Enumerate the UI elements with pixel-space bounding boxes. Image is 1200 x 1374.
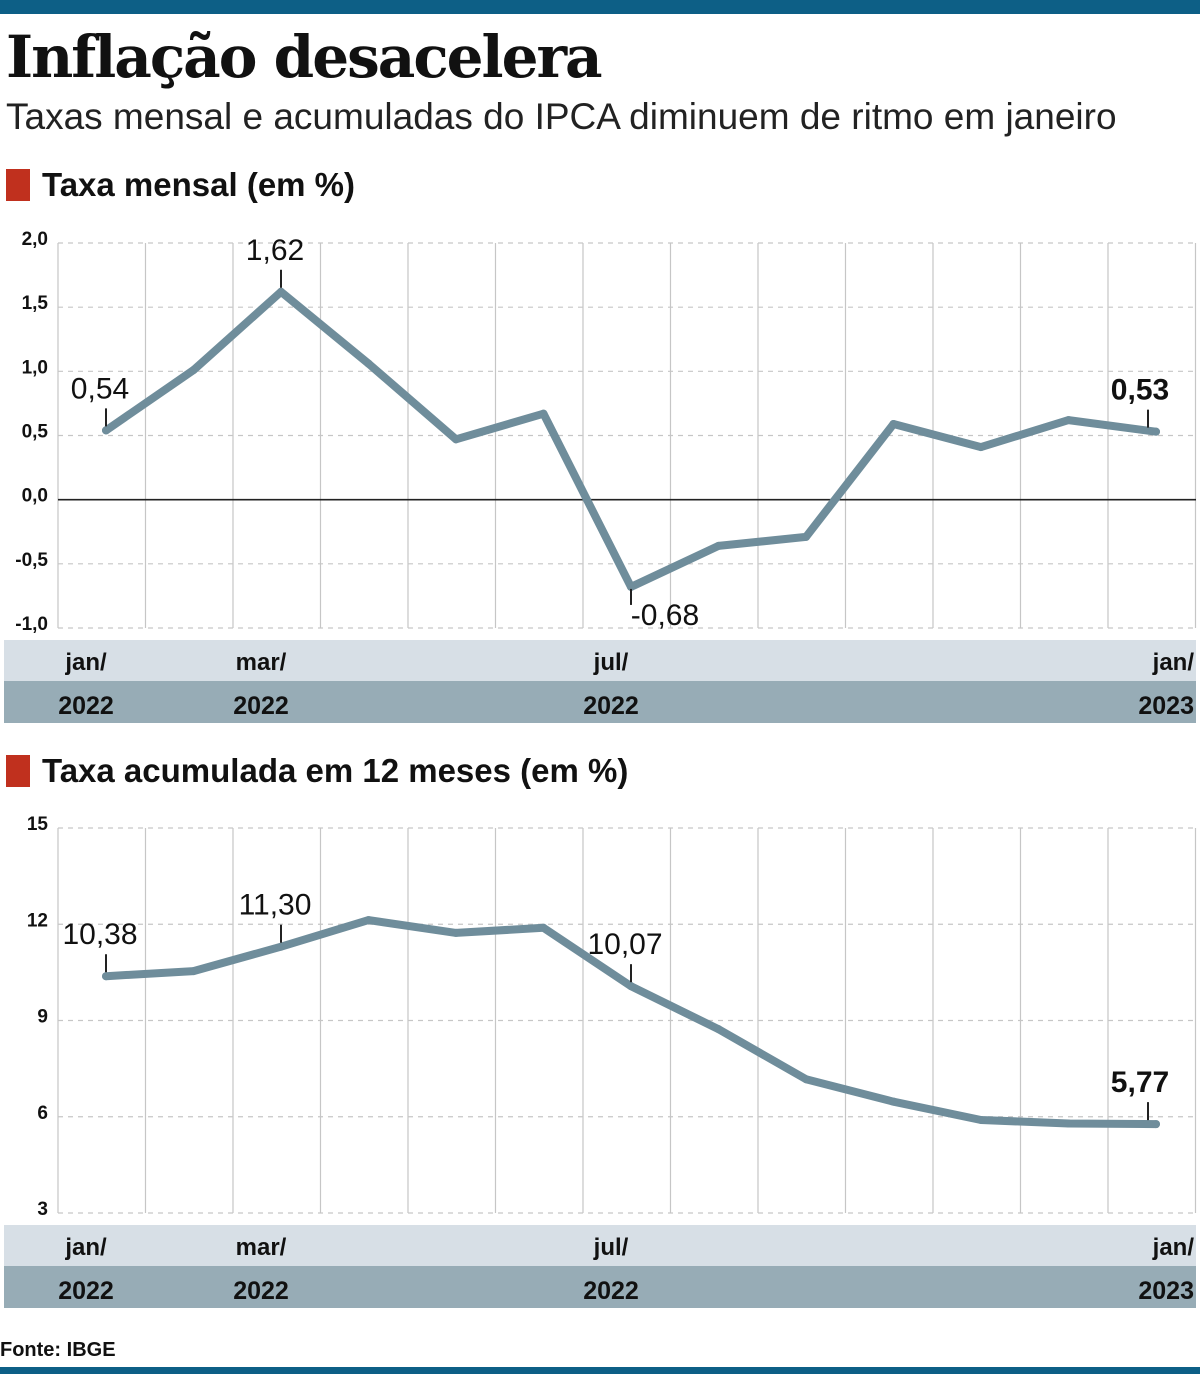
data-point-mar/22	[277, 942, 285, 951]
data-point-jan/23	[1152, 427, 1160, 436]
data-point-jul/22	[627, 582, 635, 591]
annotation-label: -0,68	[631, 599, 699, 632]
x-label-month: mar/	[236, 1234, 287, 1261]
y-tick-label: 1,5	[22, 293, 49, 314]
annotation-label: 10,07	[587, 928, 662, 961]
source-note: Fonte: IBGE	[0, 1339, 116, 1361]
chart-title-monthly: Taxa mensal (em %)	[42, 166, 356, 203]
data-point-dez/22	[1064, 1119, 1073, 1128]
x-label-month: mar/	[236, 649, 287, 676]
x-axis-band-month	[4, 640, 1196, 681]
annotation-label: 1,62	[246, 234, 304, 267]
data-point-abr/22	[364, 916, 373, 925]
data-point-fev/22	[189, 366, 198, 375]
data-point-mar/22	[277, 287, 285, 296]
data-point-fev/22	[189, 967, 198, 976]
chart-title-accumulated: Taxa acumulada em 12 meses (em %)	[42, 752, 629, 789]
data-point-set/22	[802, 1075, 810, 1084]
series-line	[102, 287, 1160, 591]
data-point-ago/22	[714, 1025, 723, 1034]
y-tick-label: -0,5	[15, 550, 48, 571]
x-label-month: jul/	[593, 1234, 629, 1261]
x-label-year: 2022	[583, 1277, 639, 1305]
section-marker	[6, 168, 30, 201]
section-accumulated: Taxa acumulada em 12 meses (em %)	[6, 754, 628, 787]
x-label-month: jan/	[64, 1234, 107, 1261]
y-tick-label: 2,0	[22, 229, 48, 250]
section-marker	[6, 754, 30, 787]
annotation-label: 0,53	[1111, 374, 1169, 407]
data-point-mai/22	[452, 928, 460, 937]
data-point-jan/22	[102, 972, 110, 981]
top-rule	[0, 0, 1200, 14]
data-point-nov/22	[977, 1115, 985, 1124]
page-subtitle: Taxas mensal e acumuladas do IPCA diminu…	[6, 96, 1117, 137]
x-label-month: jan/	[1152, 1234, 1195, 1261]
bottom-rule	[0, 1367, 1200, 1374]
x-axis-band-year	[4, 681, 1196, 723]
y-tick-label: 9	[37, 1007, 48, 1028]
data-point-ago/22	[714, 541, 723, 550]
x-label-year: 2022	[233, 692, 289, 720]
data-point-nov/22	[977, 443, 985, 452]
y-tick-label: 15	[27, 814, 49, 835]
data-point-jul/22	[627, 982, 635, 991]
y-tick-label: -1,0	[15, 614, 48, 635]
x-label-month: jan/	[64, 649, 107, 676]
y-tick-label: 0,0	[22, 486, 48, 507]
monthly-rate-chart: 2,0 1,5 1,0 0,5 0,0 -0,5 -1,0 jan/2022 mar/2022 j…	[4, 229, 1197, 723]
section-monthly: Taxa mensal (em %)	[6, 168, 355, 201]
page-title: Inflação desacelera	[6, 23, 603, 91]
data-point-dez/22	[1064, 416, 1073, 425]
x-label-year: 2022	[233, 1277, 289, 1305]
data-point-abr/22	[364, 359, 373, 368]
x-label-year: 2023	[1138, 1277, 1194, 1305]
x-label-year: 2022	[58, 1277, 114, 1305]
annotation-label: 0,54	[71, 372, 129, 405]
accumulated-rate-chart: 15 12 9 6 3 jan/2022 mar/2022 jul/2022 jan/2023 1…	[4, 814, 1197, 1308]
data-point-jan/23	[1152, 1120, 1160, 1129]
x-axis-band-year	[4, 1266, 1196, 1308]
annotation-label: 11,30	[239, 889, 312, 922]
data-point-jun/22	[539, 923, 548, 932]
y-tick-label: 3	[37, 1199, 48, 1220]
y-tick-label: 0,5	[22, 422, 49, 443]
y-tick-label: 1,0	[22, 357, 48, 378]
x-label-month: jan/	[1152, 649, 1195, 676]
y-tick-label: 12	[27, 910, 48, 931]
x-label-year: 2023	[1138, 692, 1194, 720]
data-point-set/22	[802, 532, 810, 541]
x-label-year: 2022	[583, 692, 639, 720]
x-axis-band-month	[4, 1225, 1196, 1266]
annotation-label: 5,77	[1111, 1066, 1169, 1099]
data-point-mai/22	[452, 435, 460, 444]
x-label-month: jul/	[593, 649, 629, 676]
x-label-year: 2022	[58, 692, 114, 720]
data-point-jun/22	[539, 409, 548, 418]
y-tick-label: 6	[37, 1103, 48, 1124]
data-point-out/22	[889, 1097, 898, 1106]
data-point-jan/22	[102, 426, 110, 435]
annotation-label: 10,38	[62, 918, 137, 951]
data-point-out/22	[889, 419, 898, 428]
